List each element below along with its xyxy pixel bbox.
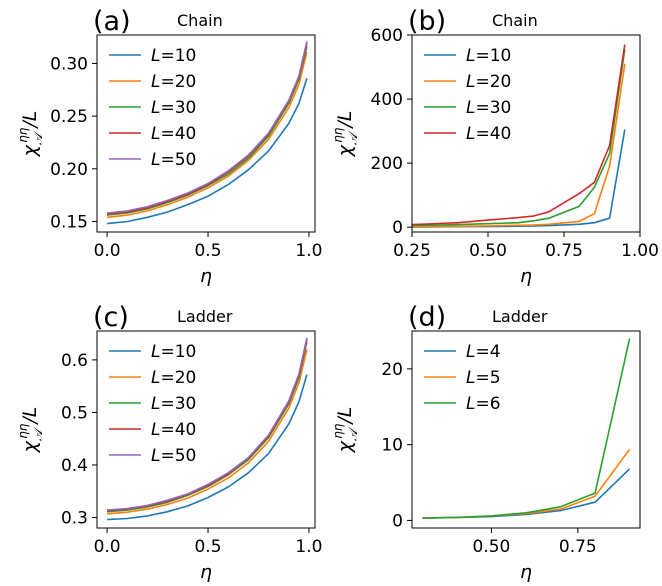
panel-label: (a) (93, 6, 131, 37)
legend-label: L=20 (151, 72, 196, 92)
y-tick-label: 10 (381, 436, 403, 456)
chart-panel-2: 0.25 0.50 0.75 1.00 0 200 400 600 (b) Chain η χ𝒜ηη/… (331, 6, 659, 287)
series-line-l-10 (107, 77, 308, 225)
legend-label: L=5 (466, 368, 501, 388)
x-axis-label: η (200, 561, 212, 583)
legend-label: L=20 (151, 368, 196, 388)
x-axis-label: η (200, 265, 212, 287)
x-tick-label: 1.00 (621, 241, 659, 261)
x-tick-label: 1.0 (295, 537, 322, 557)
y-tick-label: 0.3 (61, 508, 88, 528)
x-tick-label: 0.75 (559, 537, 597, 557)
y-tick-label: 0.5 (61, 403, 88, 423)
legend-label: L=30 (151, 98, 196, 118)
series-line-l-20 (412, 63, 626, 228)
y-tick-label: 0.6 (61, 351, 88, 371)
panel-title: Ladder (177, 307, 233, 326)
legend-label: L=40 (151, 420, 196, 440)
series-line-l-5 (422, 448, 631, 519)
legend-label: L=10 (151, 46, 196, 66)
y-tick-label: 0.15 (50, 212, 88, 232)
panel-label: (b) (408, 6, 446, 37)
x-tick-label: 1.0 (295, 241, 322, 261)
legend-label: L=4 (466, 342, 501, 362)
panel-title: Ladder (492, 307, 548, 326)
panel-label: (d) (408, 302, 446, 333)
legend-label: L=6 (466, 394, 501, 414)
legend-label: L=40 (151, 124, 196, 144)
y-axis-label: χ𝒜ηη/L (331, 407, 360, 454)
y-tick-label: 600 (371, 26, 403, 46)
x-tick-label: 0.5 (194, 537, 221, 557)
x-axis-label: η (520, 561, 532, 583)
panel-title: Chain (492, 11, 538, 30)
x-tick-label: 0.0 (94, 537, 121, 557)
series-line-l-30 (411, 49, 626, 227)
series-line-l-20 (107, 349, 308, 515)
legend-label: L=40 (466, 124, 511, 144)
y-tick-label: 0.20 (50, 160, 88, 180)
y-tick-label: 0.30 (50, 54, 88, 74)
series-line-l-30 (107, 46, 308, 216)
y-axis-label: χ𝒜ηη/L (16, 407, 45, 454)
x-tick-label: 0.75 (545, 241, 583, 261)
x-tick-label: 0.50 (469, 241, 507, 261)
legend-label: L=50 (151, 150, 196, 170)
series-line-l-50 (107, 337, 308, 511)
x-tick-label: 0.5 (194, 241, 221, 261)
series-line-l-20 (107, 51, 308, 219)
legend-label: L=30 (466, 98, 511, 118)
x-axis-label: η (520, 265, 532, 287)
series-line-l-10 (107, 374, 308, 521)
panel-title: Chain (177, 11, 223, 30)
chart-panel-1: 0.0 0.5 1.0 0.15 0.20 0.25 0.30(a) Chain η χ𝒜ηη/L… (16, 6, 322, 287)
y-tick-label: 0.25 (50, 107, 88, 127)
legend-label: L=50 (151, 446, 196, 466)
axes-frame (96, 330, 316, 529)
series-line-l-50 (107, 41, 308, 214)
axes-frame (411, 330, 641, 529)
series-line-l-10 (412, 129, 626, 228)
y-axis-label: χ𝒜ηη/L (331, 111, 360, 158)
axes-frame (96, 34, 316, 233)
y-tick-label: 20 (381, 360, 403, 380)
legend-label: L=30 (151, 394, 196, 414)
y-tick-label: 0 (392, 218, 403, 238)
series-line-l-6 (422, 338, 631, 519)
chart-panel-4: 0.50 0.75 0 10 20 (d) Ladder η χ𝒜ηη/L L=4 L=5 L=6 (331, 302, 641, 583)
legend-label: L=10 (466, 46, 511, 66)
y-tick-label: 0 (392, 511, 403, 531)
y-tick-label: 400 (371, 90, 403, 110)
legend-label: L=20 (466, 72, 511, 92)
x-tick-label: 0.0 (94, 241, 121, 261)
x-tick-label: 0.50 (473, 537, 511, 557)
series-line-l-40 (411, 44, 626, 226)
y-tick-label: 200 (371, 154, 403, 174)
y-tick-label: 0.4 (61, 456, 88, 476)
x-tick-label: 0.25 (393, 241, 431, 261)
y-axis-label: χ𝒜ηη/L (16, 111, 45, 158)
chart-panel-3: 0.0 0.5 1.0 0.3 0.4 0.5 0.6(c) Ladder η χ𝒜ηη/L L=1… (16, 302, 322, 583)
panel-label: (c) (93, 302, 129, 333)
axes-frame (411, 34, 641, 233)
legend-label: L=10 (151, 342, 196, 362)
